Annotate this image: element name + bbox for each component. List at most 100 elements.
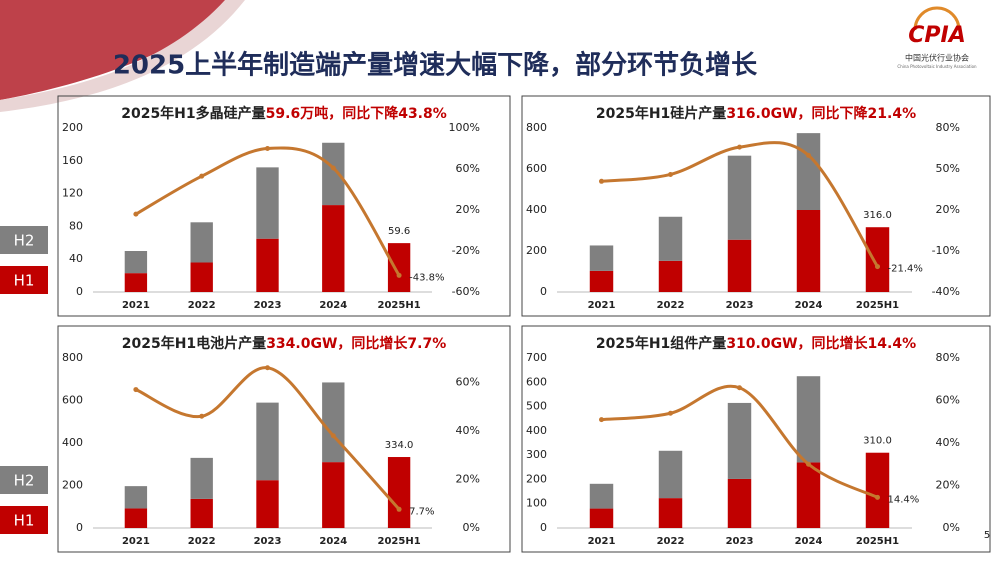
bar: [387, 457, 411, 528]
y2-tick-label: 20%: [936, 479, 960, 492]
bar: [727, 478, 752, 528]
panel: [521, 95, 991, 317]
panel: [57, 325, 511, 553]
bar: [658, 260, 683, 292]
growth-point: [265, 365, 270, 371]
bar: [796, 376, 821, 463]
bar: [796, 462, 821, 528]
y-tick-label: 300: [526, 448, 547, 461]
bar: [589, 245, 614, 271]
y2-tick-label: -20%: [452, 244, 480, 257]
legend-swatch: [0, 226, 48, 254]
bar: [190, 262, 213, 292]
bar: [796, 133, 821, 210]
growth-point: [668, 171, 673, 177]
bar: [322, 205, 345, 292]
line-value-label: 7.7%: [409, 506, 434, 517]
growth-line: [135, 146, 401, 277]
line-value-label: 14.4%: [888, 494, 920, 505]
y-tick-label: 800: [62, 351, 83, 364]
chart-title: 2025年H1多晶硅产量59.6万吨，同比下降43.8%: [121, 105, 447, 122]
y2-tick-label: 60%: [456, 162, 480, 175]
logo-en: China Photovoltaic Industry Association: [897, 64, 977, 69]
y2-tick-label: 20%: [456, 203, 480, 216]
legend-swatch: [0, 466, 48, 494]
logo-sun: [913, 6, 961, 31]
x-tick-label: 2023: [726, 536, 754, 547]
bar-value-label: 59.6: [388, 226, 410, 237]
chart-title: 2025年H1电池片产量334.0GW，同比增长7.7%: [122, 335, 446, 352]
bar: [796, 210, 821, 292]
y-tick-label: 120: [62, 187, 83, 200]
title-main: 2025年H1组件产量: [596, 335, 726, 352]
bar: [124, 508, 148, 528]
chart-title: 2025年H1硅片产量316.0GW，同比下降21.4%: [596, 105, 916, 122]
x-tick-label: 2023: [254, 536, 282, 547]
bar: [190, 222, 213, 263]
x-tick-label: 2022: [188, 300, 216, 311]
growth-point: [330, 433, 336, 439]
x-tick-label: 2025H1: [378, 300, 421, 311]
bar: [865, 452, 890, 528]
growth-point: [737, 385, 742, 391]
x-tick-label: 2021: [588, 536, 616, 547]
growth-point: [265, 146, 270, 151]
growth-line: [601, 141, 879, 268]
legend-swatch: [0, 266, 48, 294]
bar: [658, 450, 683, 499]
growth-point: [806, 152, 811, 158]
bar: [589, 270, 614, 292]
page-number: 5: [984, 530, 990, 541]
decoration: [0, 0, 240, 100]
bar-value-label: 310.0: [863, 436, 892, 447]
bar-value-label: 334.0: [385, 440, 414, 451]
legend-swatch: [0, 506, 48, 534]
y-tick-label: 40: [69, 252, 83, 265]
y-tick-label: 200: [526, 472, 547, 485]
x-tick-label: 2023: [254, 300, 282, 311]
x-tick-label: 2024: [319, 300, 347, 311]
growth-point: [199, 173, 205, 179]
x-tick-label: 2024: [795, 300, 823, 311]
title-highlight: 310.0GW，同比增长14.4%: [726, 335, 916, 352]
x-tick-label: 2022: [657, 300, 685, 311]
y-tick-label: 80: [69, 219, 83, 232]
decoration: [0, 0, 245, 112]
x-tick-label: 2021: [588, 300, 616, 311]
line-value-label: -21.4%: [888, 264, 923, 275]
y2-tick-label: 100%: [449, 121, 480, 134]
bar: [589, 483, 614, 509]
bar: [256, 238, 279, 292]
legend-label: H2: [14, 472, 35, 490]
bar: [658, 498, 683, 528]
growth-point: [668, 410, 673, 416]
title-main: 2025年H1多晶硅产量: [121, 105, 265, 122]
y2-tick-label: 80%: [936, 121, 960, 134]
bar: [256, 402, 279, 481]
y2-tick-label: -10%: [932, 244, 960, 257]
line-value-label: -43.8%: [409, 272, 444, 283]
growth-point: [330, 165, 336, 171]
bar: [256, 480, 279, 528]
y2-tick-label: 40%: [456, 424, 480, 437]
x-tick-label: 2025H1: [378, 536, 421, 547]
x-tick-label: 2025H1: [856, 536, 899, 547]
growth-point: [875, 264, 880, 270]
panel: [57, 95, 511, 317]
y2-tick-label: 40%: [936, 436, 960, 449]
y-tick-label: 160: [62, 154, 83, 167]
title-highlight: 59.6万吨，同比下降43.8%: [266, 105, 447, 122]
y-tick-label: 700: [526, 351, 547, 364]
bar-value-label: 316.0: [863, 210, 892, 221]
x-tick-label: 2021: [122, 536, 150, 547]
growth-point: [396, 272, 402, 278]
y-tick-label: 400: [62, 436, 83, 449]
bar: [124, 273, 148, 292]
y-tick-label: 200: [62, 479, 83, 492]
y-tick-label: 800: [526, 121, 547, 134]
y2-tick-label: 0%: [943, 521, 960, 534]
y-tick-label: 600: [526, 162, 547, 175]
bar: [387, 243, 411, 292]
bar: [190, 457, 213, 499]
growth-point: [875, 494, 880, 500]
